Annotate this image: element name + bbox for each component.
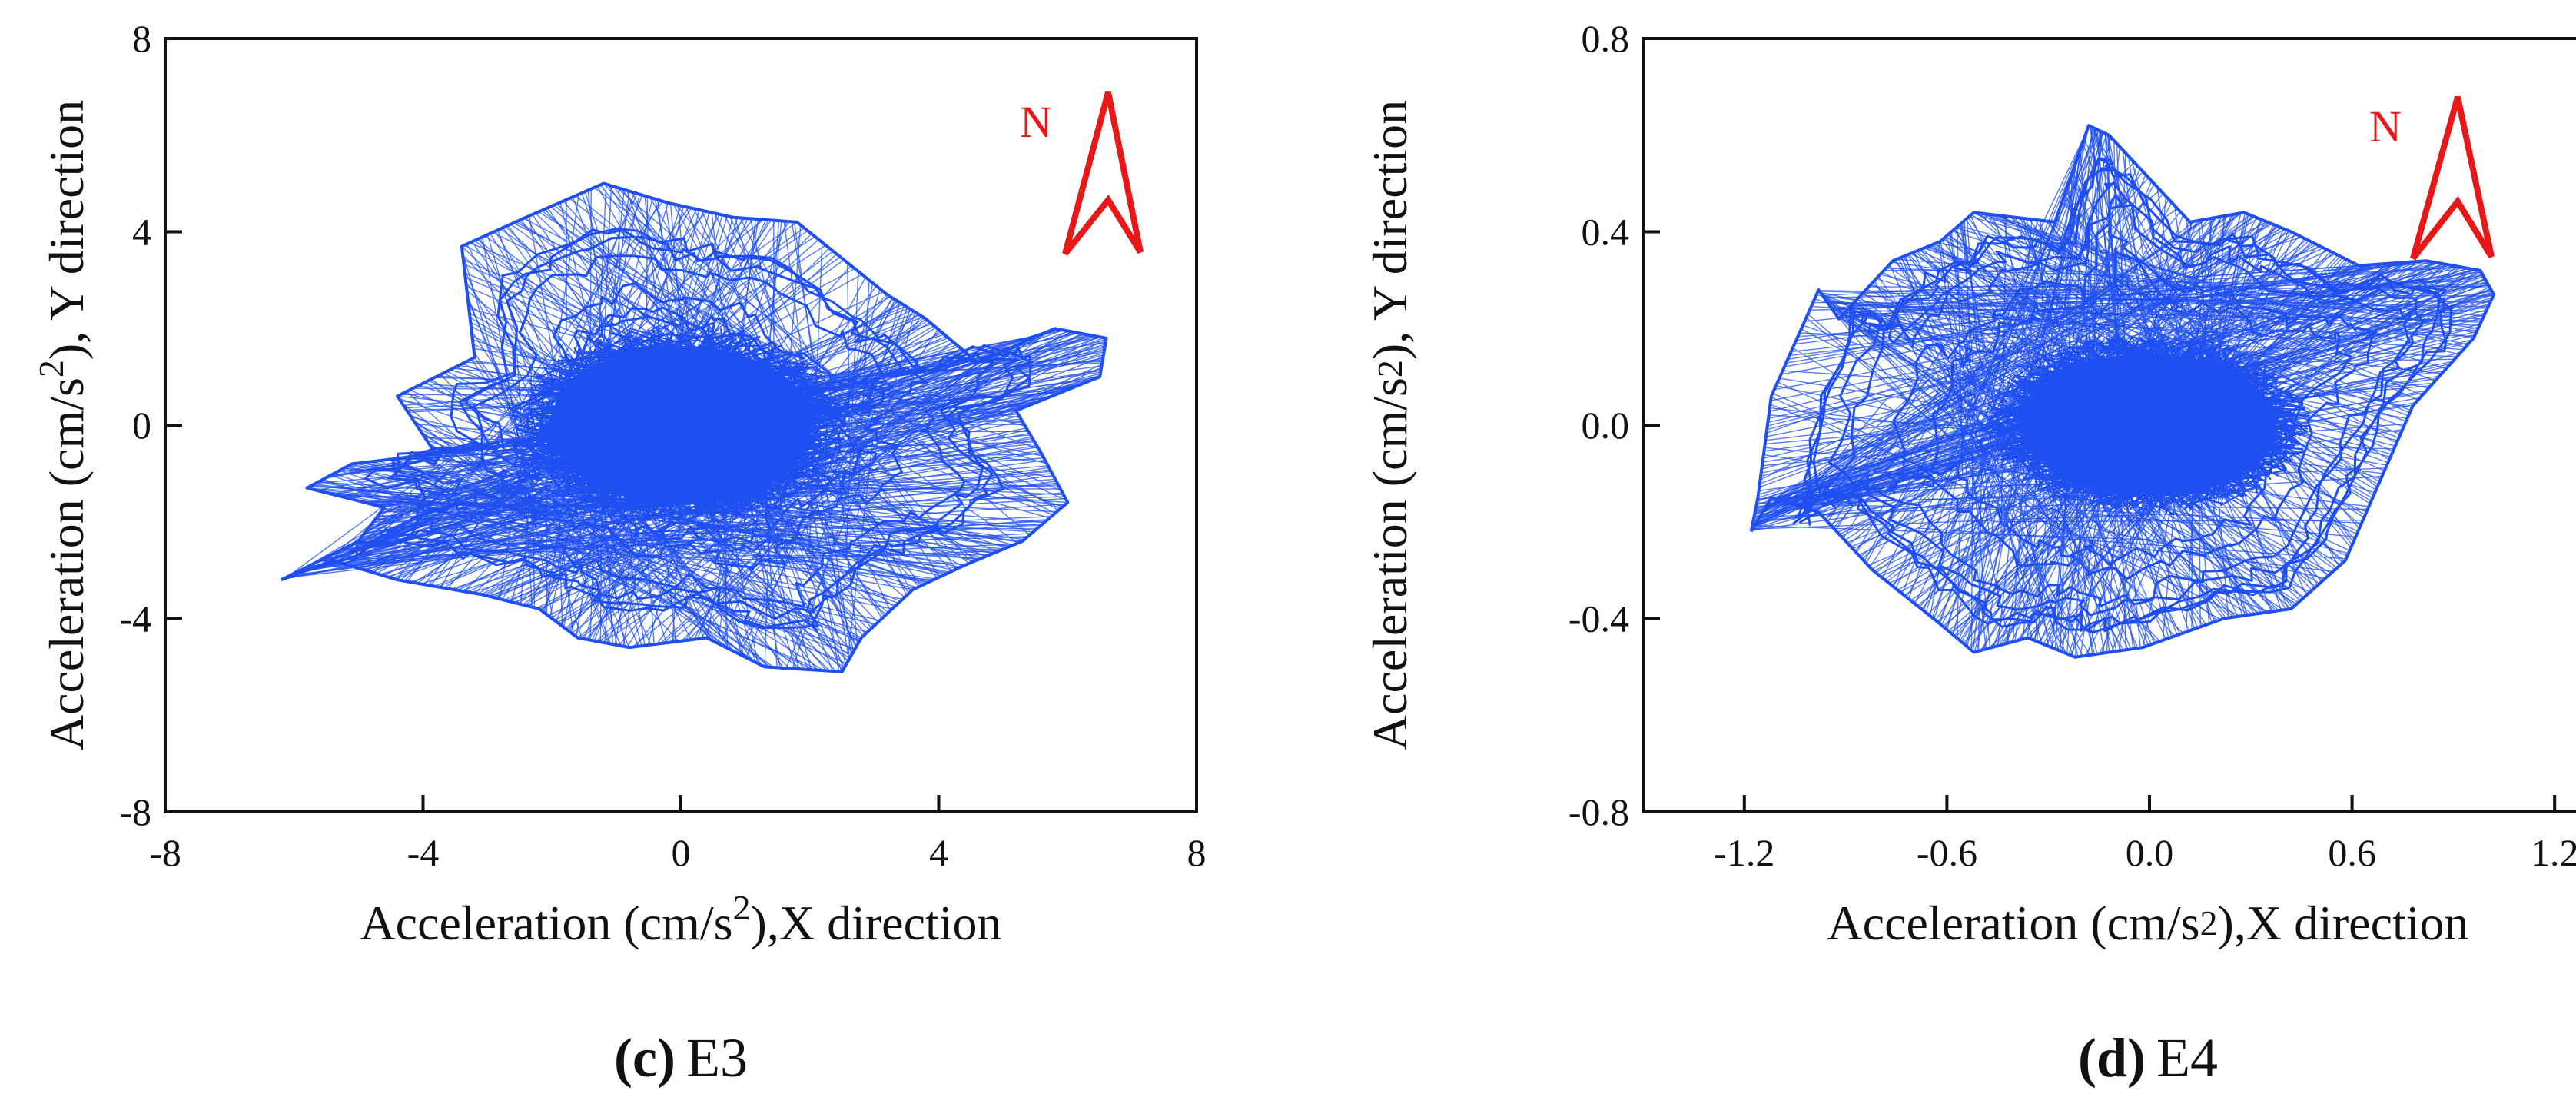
y-axis-title-c: Acceleration (cm/s2), Y direction	[32, 100, 94, 750]
trajectory-loops	[348, 227, 1034, 632]
north-arrow-icon-c	[1062, 91, 1144, 256]
trajectory-plot-c	[281, 181, 1108, 673]
trajectory-loops	[1792, 157, 2453, 633]
y-tick-label: 4	[132, 211, 151, 254]
y-axis-title-d: Acceleration (cm/s2), Y direction	[1363, 100, 1417, 750]
x-tick-label: 0.6	[2328, 831, 2376, 874]
x-tick-label: -1.2	[1714, 831, 1774, 874]
x-tick-label: 8	[1187, 831, 1207, 874]
x-axis-title-d: Acceleration (cm/s2),X direction	[1827, 896, 2468, 950]
y-tick-label: 0.4	[1582, 211, 1630, 254]
north-label-c: N	[1020, 97, 1052, 147]
y-tick-label: -0.8	[1569, 790, 1629, 833]
y-tick-label: 8	[132, 17, 151, 60]
y-axis-ticks-c: -8 -4 0 4 8	[119, 17, 182, 833]
trajectory-series	[281, 181, 1108, 673]
panel-caption-d: (d) E4	[2078, 1027, 2218, 1089]
x-tick-label: 0	[672, 831, 691, 874]
trajectory-series	[1749, 124, 2496, 659]
trajectory-envelope	[281, 181, 1108, 673]
x-tick-label: 1.2	[2531, 831, 2576, 874]
x-tick-label: 4	[929, 831, 948, 874]
north-label-d: N	[2369, 101, 2402, 151]
trajectory-core-fill	[549, 346, 812, 504]
y-tick-label: 0.0	[1582, 404, 1630, 447]
x-axis-ticks-c: -8 -4 0 4 8	[149, 795, 1207, 874]
trajectory-envelope	[1749, 124, 2496, 659]
x-tick-label: -4	[407, 831, 440, 874]
panel-c: -8 -4 0 4 8 -8 -4 0 4 8 Acceleration (cm/s2),X d…	[32, 17, 1207, 1089]
y-tick-label: -8	[119, 790, 151, 833]
x-tick-label: -0.6	[1917, 831, 1977, 874]
x-axis-ticks-d: -1.2 -0.6 0.0 0.6 1.2	[1714, 795, 2576, 874]
x-tick-label: 0.0	[2126, 831, 2174, 874]
north-arrow-icon-d	[2410, 95, 2495, 261]
y-tick-label: -0.4	[1569, 597, 1629, 640]
y-tick-label: -4	[119, 597, 151, 640]
panel-d: -1.2 -0.6 0.0 0.6 1.2 -0.8 -0.4 0.0 0.4 0.8 Acce…	[1363, 17, 2576, 1089]
x-axis-title-c: Acceleration (cm/s2),X direction	[360, 888, 1001, 950]
panel-caption-c: (c) E3	[614, 1027, 748, 1089]
trajectory-plot-d	[1749, 124, 2496, 659]
y-axis-ticks-d: -0.8 -0.4 0.0 0.4 0.8	[1569, 17, 1660, 833]
trajectory-core-fill	[2023, 353, 2276, 497]
x-tick-label: -8	[149, 831, 181, 874]
y-tick-label: 0	[132, 404, 151, 447]
y-tick-label: 0.8	[1582, 17, 1630, 60]
